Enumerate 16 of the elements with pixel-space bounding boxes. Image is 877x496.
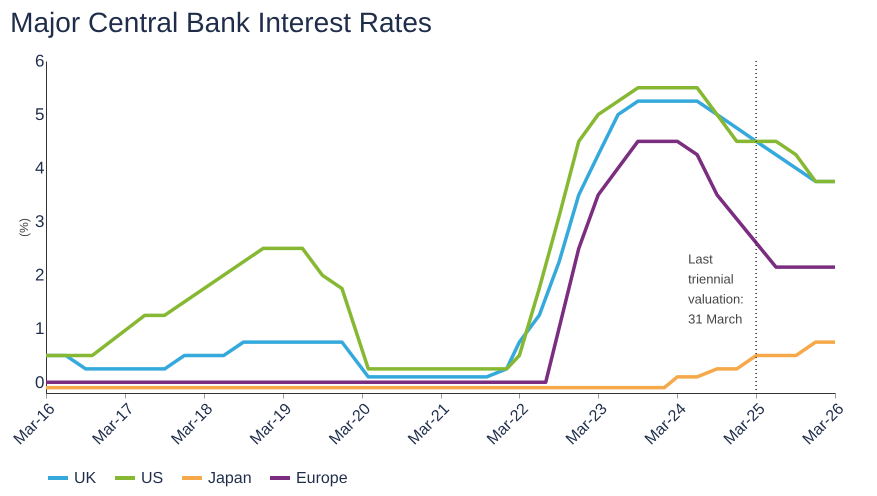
line-series — [44, 140, 837, 384]
legend-label: US — [141, 470, 164, 487]
chart-title: Major Central Bank Interest Rates — [10, 7, 432, 38]
y-tick-label: 0 — [35, 372, 44, 392]
y-tick-label: 2 — [35, 266, 44, 285]
y-tick-label: 5 — [35, 105, 44, 124]
legend-label: UK — [74, 470, 97, 487]
line-series — [44, 340, 837, 390]
ref-line-label: Last triennial valuation: 31 March — [688, 252, 744, 327]
y-tick-label: 3 — [35, 212, 44, 232]
y-tick-label: 4 — [35, 158, 44, 178]
legend-label: Japan — [208, 470, 252, 487]
y-axis-title: (%) — [17, 218, 32, 237]
legend-label: Europe — [296, 470, 348, 487]
y-tick-label: 1 — [35, 319, 44, 338]
y-tick-label: 6 — [35, 52, 44, 70]
